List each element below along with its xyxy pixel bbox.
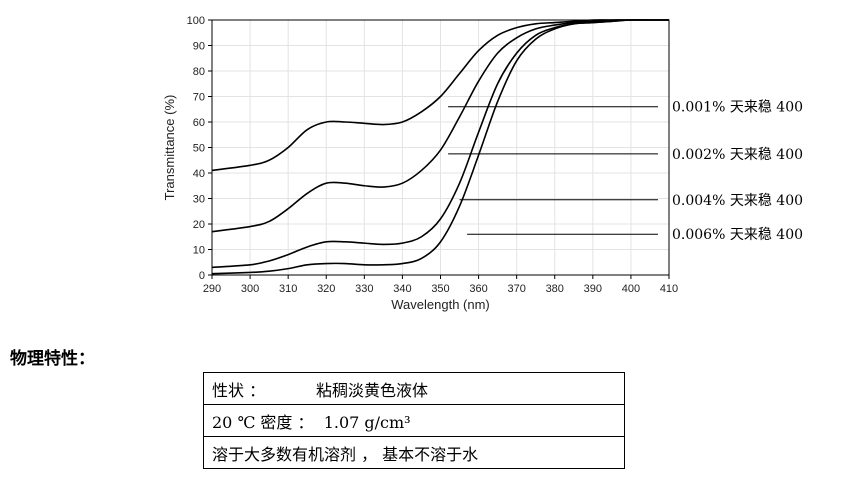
transmittance-chart: 0 10 20 30 40 50 60 70 80 90 100 290 300 310 320 330 340… xyxy=(150,8,840,318)
y-tick-label: 60 xyxy=(193,117,205,129)
y-tick-label: 20 xyxy=(193,219,205,231)
x-tick-label: 340 xyxy=(393,283,411,295)
x-tick-label: 380 xyxy=(546,283,564,295)
series-line xyxy=(211,19,669,172)
x-tick-label: 290 xyxy=(203,283,221,295)
property-solubility: 溶于大多数有机溶剂 ， 基本不溶于水 xyxy=(203,436,625,469)
y-tick-label: 50 xyxy=(193,143,205,155)
property-appearance: 性状 ： 粘稠淡黄色液体 xyxy=(203,372,625,405)
x-tick-label: 300 xyxy=(241,283,259,295)
x-tick-label: 390 xyxy=(584,283,602,295)
x-tick-label: 350 xyxy=(431,283,449,295)
y-tick-label: 90 xyxy=(193,41,205,53)
x-tick-label: 360 xyxy=(469,283,487,295)
annotation-label: 0.006% 天来稳 400 xyxy=(672,227,803,243)
y-tick-label: 0 xyxy=(199,270,205,282)
series-line xyxy=(211,19,669,275)
series-line xyxy=(211,19,669,233)
x-tick-label: 310 xyxy=(279,283,297,295)
properties-heading: 物理特性： xyxy=(10,349,95,369)
properties-table: 性状 ： 粘稠淡黄色液体 20 ℃ 密度 ： 1.07 g/cm³ 溶于大多数有… xyxy=(203,372,625,469)
x-tick-label: 330 xyxy=(355,283,373,295)
y-axis-title: Transmittance (%) xyxy=(162,95,177,201)
x-tick-label: 320 xyxy=(317,283,335,295)
annotation-label: 0.001% 天来稳 400 xyxy=(672,100,803,116)
y-tick-label: 100 xyxy=(187,15,205,27)
x-tick-label: 400 xyxy=(622,283,640,295)
y-tick-label: 40 xyxy=(193,168,205,180)
y-tick-label: 30 xyxy=(193,194,205,206)
y-tick-label: 10 xyxy=(193,245,205,257)
annotation-label: 0.004% 天来稳 400 xyxy=(672,193,803,209)
table-row: 20 ℃ 密度 ： 1.07 g/cm³ xyxy=(203,404,625,437)
chart-svg: 0 10 20 30 40 50 60 70 80 90 100 290 300 310 320 330 340… xyxy=(162,15,803,312)
x-tick-label: 410 xyxy=(660,283,678,295)
y-tick-label: 70 xyxy=(193,92,205,104)
property-density: 20 ℃ 密度 ： 1.07 g/cm³ xyxy=(203,404,625,437)
y-tick-label: 80 xyxy=(193,66,205,78)
annotation-label: 0.002% 天来稳 400 xyxy=(672,147,803,163)
table-row: 性状 ： 粘稠淡黄色液体 xyxy=(203,372,625,405)
table-row: 溶于大多数有机溶剂 ， 基本不溶于水 xyxy=(203,436,625,469)
x-axis-title: Wavelength (nm) xyxy=(391,297,490,312)
x-tick-label: 370 xyxy=(507,283,525,295)
